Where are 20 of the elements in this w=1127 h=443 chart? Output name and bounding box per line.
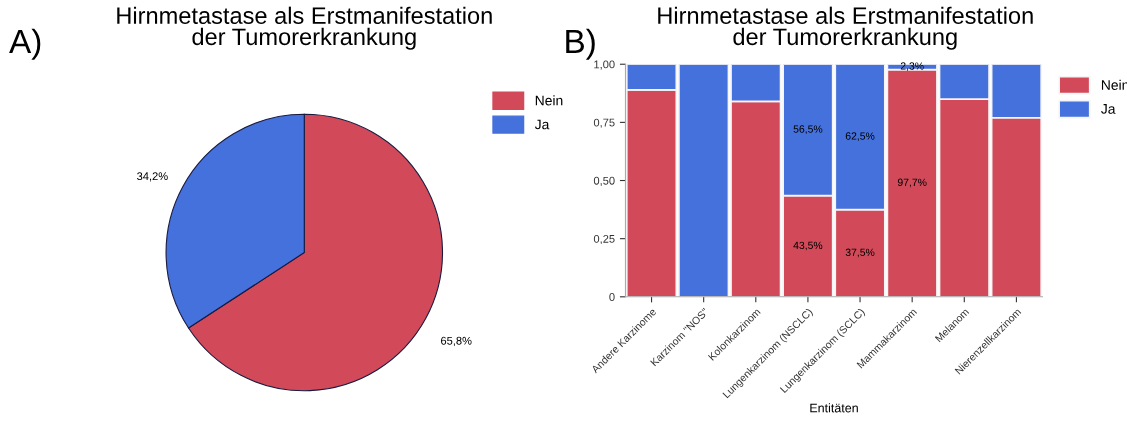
data-label: 34,2% bbox=[137, 172, 168, 182]
chart-title: Hirnmetastase als Erstmanifestation der Tumorerkrankung bbox=[658, 6, 1033, 50]
y-tick-label: 0,50 bbox=[593, 176, 615, 186]
text: A) bbox=[9, 28, 41, 60]
y-tick-label: 1,00 bbox=[594, 60, 615, 70]
data-label: 65,8% bbox=[441, 336, 472, 346]
y-tick-label: 0,25 bbox=[593, 234, 615, 245]
text: B) bbox=[566, 28, 595, 60]
y-tick-label: 0 bbox=[609, 293, 615, 301]
data-label: 56,5% bbox=[793, 125, 823, 134]
legend-label: Ja bbox=[1101, 104, 1116, 114]
data-label: 97,7% bbox=[897, 178, 927, 188]
x-axis-title: Entitäten bbox=[810, 403, 858, 413]
data-label: 37,5% bbox=[845, 248, 875, 258]
legend-label: Ja bbox=[534, 119, 550, 130]
chart-title: Hirnmetastase als Erstmanifestation der Tumorerkrankung bbox=[117, 6, 492, 50]
data-label: 43,5% bbox=[793, 241, 823, 251]
y-tick-label: 0,75 bbox=[593, 118, 615, 128]
data-label: 62,5% bbox=[845, 132, 875, 141]
legend-label: Nein bbox=[535, 95, 563, 106]
